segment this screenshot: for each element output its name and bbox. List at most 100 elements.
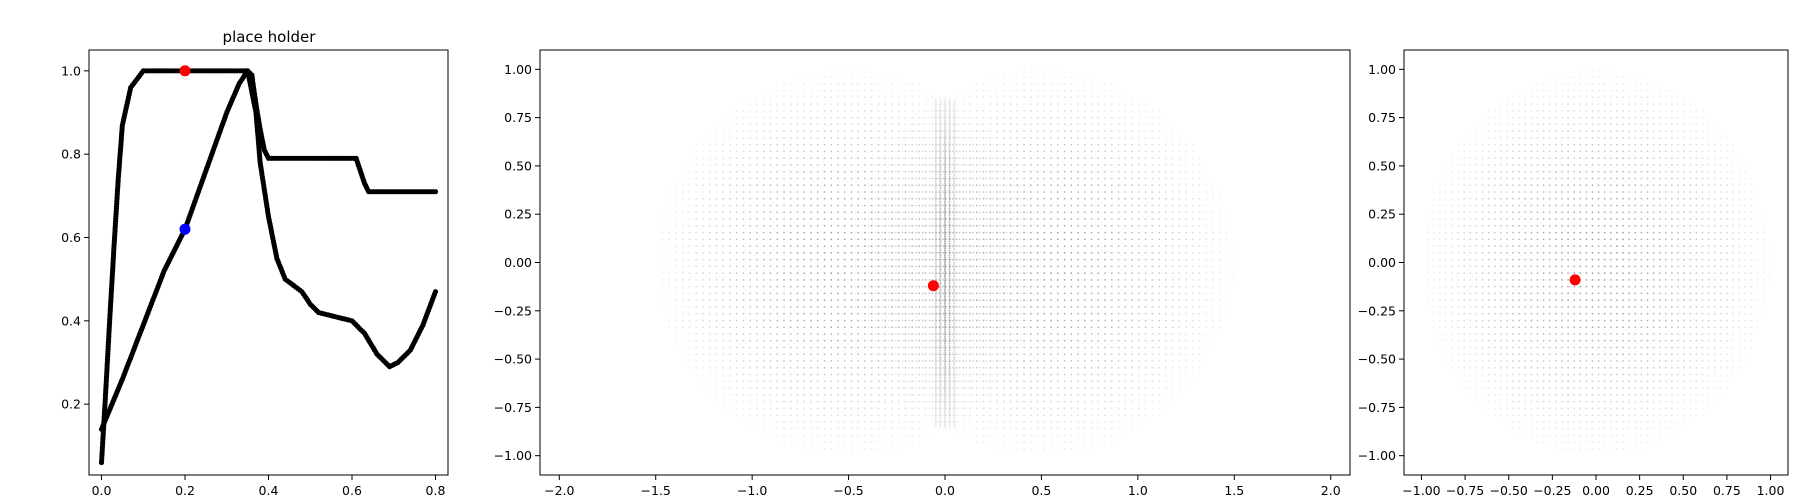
cloud-point-0-557 (756, 123, 758, 126)
cloud-point-1-1094 (1016, 150, 1019, 153)
cloud-point-0-156 (695, 157, 698, 160)
cloud-point-0-1065 (823, 346, 826, 349)
cloud-point-1-1007 (1009, 360, 1012, 362)
cloud-point-1-658 (962, 137, 965, 139)
cloud-point-0-1847 (918, 366, 920, 369)
cloud-point-1-378 (928, 346, 931, 349)
cloud-point-0-2200 (965, 333, 968, 335)
cloud-point-0-1021 (816, 265, 819, 268)
cloud-point-1-1512 (1070, 393, 1073, 396)
cloud-point-0-1698 (897, 272, 900, 274)
cloud-point-0-2288 (978, 333, 981, 335)
cloud-point-0-672 (776, 393, 779, 396)
cloud-point-0-1307 (850, 245, 853, 248)
cloud-point-0-761 (783, 157, 785, 160)
cloud-point-0-2032 (938, 170, 941, 173)
cloud-point-0-880 (796, 82, 799, 85)
cloud-point-0-2197 (965, 353, 968, 356)
cloud-point-0-571 (762, 373, 765, 376)
cloud-point-0-2339 (985, 265, 988, 268)
cloud-point-0-2510 (1019, 251, 1022, 254)
cloud-point-1-306 (915, 224, 917, 227)
cloud-point-1-847 (989, 306, 992, 308)
cloud-point-0-1448 (870, 448, 873, 450)
cloud-point-0-1170 (837, 400, 839, 403)
cloud-point-0-1661 (891, 143, 893, 146)
cloud-point-0-2078 (945, 197, 947, 200)
cloud-point-1-730 (975, 366, 978, 369)
cloud-point-0-5 (661, 272, 664, 274)
cloud-point-0-256 (715, 272, 718, 274)
cloud-point-0-834 (796, 393, 799, 396)
cloud-point-0-1429 (864, 191, 866, 193)
cloud-point-1-76 (874, 265, 877, 268)
cloud-point-1-1568 (1077, 393, 1079, 396)
cloud-point-1-1154 (1023, 123, 1025, 126)
cloud-point-0-1069 (823, 319, 826, 322)
cloud-point-0-2495 (1012, 164, 1015, 166)
cloud-point-0-2068 (945, 265, 947, 268)
cloud-point-0-1953 (931, 360, 934, 362)
cloud-point-0-964 (810, 272, 812, 274)
cloud-point-0-2010 (938, 319, 941, 322)
cloud-point-0-1414 (864, 292, 866, 295)
cloud-point-1-663 (962, 103, 965, 105)
cloud-point-0-1743 (904, 339, 907, 342)
cloud-point-0-1796 (911, 346, 914, 349)
cloud-point-1-1112 (1023, 407, 1025, 410)
cloud-point-1-717 (969, 89, 971, 92)
cloud-point-1-850 (989, 285, 992, 288)
cloud-point-1-112 (881, 231, 884, 234)
cloud-point-0-77 (681, 258, 684, 261)
cloud-point-1-1332 (1043, 76, 1046, 78)
cloud-point-0-1534 (877, 245, 880, 248)
cloud-point-0-428 (742, 326, 745, 329)
cloud-point-0-363 (729, 137, 731, 139)
cloud-point-0-1832 (911, 103, 914, 105)
cloud-point-1-317 (915, 150, 917, 153)
cloud-point-1-631 (962, 319, 965, 322)
cloud-point-0-1240 (843, 312, 846, 315)
cloud-point-1-27 (861, 245, 863, 248)
cloud-point-0-2237 (972, 387, 974, 389)
cloud-point-0-2143 (958, 407, 961, 410)
cloud-point-1-600 (955, 177, 958, 180)
cloud-point-1-1398 (1056, 400, 1059, 403)
cloud-point-1-416 (935, 407, 938, 410)
cloud-point-1-1736 (1097, 387, 1100, 389)
cloud-point-1-1613 (1077, 89, 1079, 92)
cloud-point-0-1374 (857, 177, 860, 180)
cloud-point-0-2376 (992, 279, 995, 281)
cloud-point-1-1472 (1063, 285, 1066, 288)
cloud-point-0-666 (776, 434, 779, 437)
cloud-point-0-1537 (877, 224, 880, 227)
cloud-point-0-2202 (965, 319, 968, 322)
cloud-point-0-819 (789, 130, 792, 133)
cloud-point-1-967 (1002, 251, 1005, 254)
cloud-point-1-1312 (1043, 211, 1046, 214)
cloud-point-1-442 (935, 231, 938, 234)
cloud-point-0-1204 (837, 170, 839, 173)
cloud-point-1-1752 (1097, 279, 1100, 281)
cloud-point-1-5 (854, 272, 857, 274)
cloud-point-1-889 (996, 400, 998, 403)
cloud-point-0-2194 (965, 373, 968, 376)
cloud-point-1-1753 (1097, 272, 1100, 274)
cloud-point-0-2459 (1005, 197, 1008, 200)
cloud-point-0-1470 (870, 299, 873, 302)
cloud-point-0-1396 (864, 414, 866, 416)
cloud-point-0-551 (756, 164, 758, 166)
cloud-point-0-945 (810, 400, 812, 403)
cloud-point-0-2341 (985, 251, 988, 254)
cloud-point-0-1560 (884, 448, 887, 450)
cloud-point-0-2067 (945, 272, 947, 274)
cloud-point-1-1557 (1070, 89, 1073, 92)
cloud-point-1-1059 (1016, 387, 1019, 389)
cloud-point-0-892 (803, 380, 806, 383)
cloud-point-1-93 (881, 360, 884, 362)
cloud-point-1-767 (975, 116, 978, 119)
cloud-point-0-963 (810, 279, 812, 281)
cloud-point-1-950 (1002, 366, 1005, 369)
cloud-point-0-1423 (864, 231, 866, 234)
cloud-point-1-781 (982, 387, 985, 389)
